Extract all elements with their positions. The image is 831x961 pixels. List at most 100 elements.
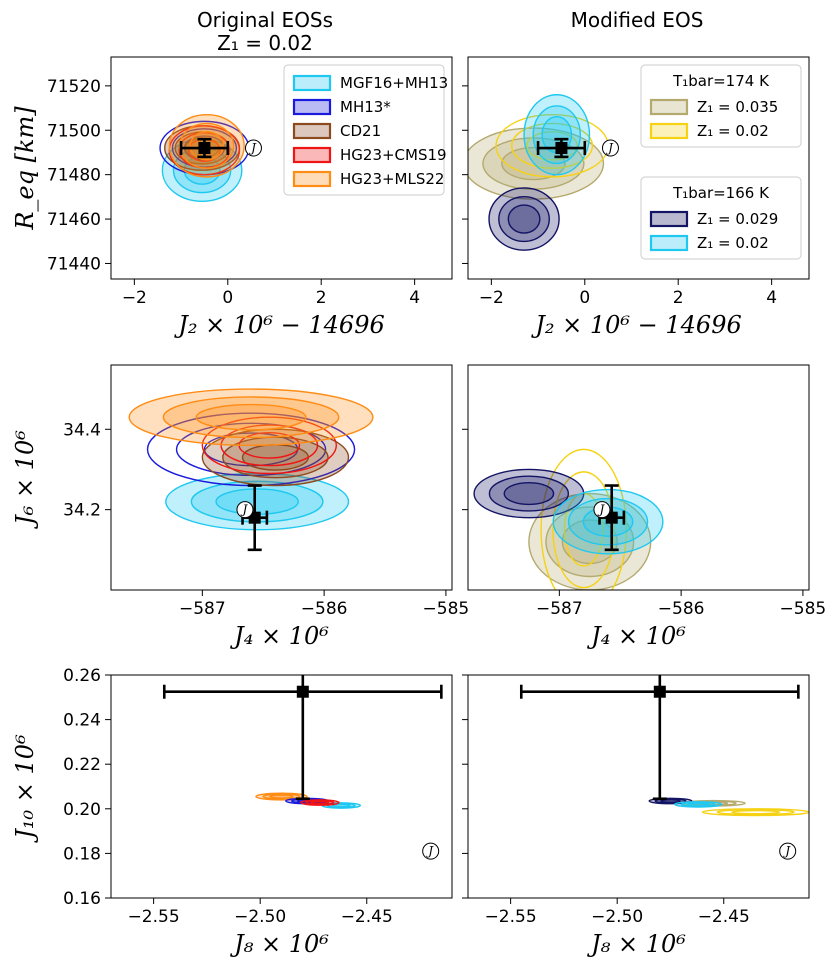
observation-point (162, 675, 443, 801)
jupiter-circle (422, 842, 440, 860)
contour-level (701, 808, 809, 817)
column-title-right: Modified EOS (571, 8, 704, 32)
series-contour (523, 94, 591, 176)
x-tick-label: 2 (316, 288, 327, 308)
series-contour (701, 808, 809, 817)
panel-middle-right: J −587 −586 −585 J₄ × 10⁶ (462, 364, 827, 650)
jupiter-symbol-icon: J (236, 501, 254, 519)
contour-level (507, 204, 541, 234)
legend-label: Z₁ = 0.035 (697, 98, 778, 116)
legend: MGF16+MH13 MH13* CD21 HG23+CMS19 HG23+MLS22 (283, 64, 448, 196)
legend-label: HG23+MLS22 (340, 170, 444, 188)
x-axis-label: J₄ × 10⁶ (229, 622, 329, 650)
legend-title: T₁bar=166 K (672, 184, 770, 202)
contour-level (162, 396, 340, 439)
x-tick-label: −587 (179, 599, 226, 619)
axes-frame (110, 364, 453, 591)
jupiter-label: J (240, 503, 249, 517)
column-subtitle-left: Z₁ = 0.02 (217, 31, 313, 55)
contour-level (269, 794, 294, 799)
jupiter-symbol-icon: J (601, 139, 619, 157)
x-tick-label: 2 (673, 288, 684, 308)
x-tick-label: −2.55 (485, 907, 537, 927)
jupiter-label: J (425, 844, 434, 858)
contour-level (220, 424, 319, 467)
contour-level (526, 131, 579, 161)
x-tick-label: −586 (658, 599, 705, 619)
y-tick-label: 71520 (47, 77, 101, 97)
legend-box (640, 64, 802, 148)
y-tick-label: 0.24 (63, 711, 101, 731)
contour-level (511, 122, 594, 169)
contour-level (331, 803, 351, 808)
x-tick-label: −585 (780, 599, 827, 619)
axes-frame (467, 364, 810, 591)
contour-level (716, 809, 795, 816)
legend-swatch (649, 122, 689, 140)
panel-top-right: J −2 0 2 4 J₂ × 10⁶ − 14696 T₁bar=174 K Z₁ = 0.… (462, 56, 810, 339)
axes-frame (467, 56, 810, 280)
series-contour (540, 448, 628, 590)
legend-label: Z₁ = 0.029 (697, 210, 778, 228)
column-title-left: Original EOSs (197, 8, 333, 32)
contour-layer: J (128, 388, 374, 552)
jupiter-label: J (248, 141, 257, 155)
x-tick-label: −587 (536, 599, 583, 619)
jupiter-symbol-icon: J (779, 842, 797, 860)
y-tick-label: 34.2 (63, 501, 101, 521)
contour-level (540, 448, 628, 590)
legend-swatch (292, 74, 332, 92)
observation-marker (296, 685, 309, 698)
panel-top-left: J −2 0 2 4 71440 71460 71480 71500 71520 J₂ × 10⁶ … (11, 56, 453, 339)
x-tick-label: −585 (423, 599, 470, 619)
panel-bottom-left: J −2.55 −2.50 −2.45 0.16 0.18 0.20 0.22 0.24 0.26… (11, 666, 453, 958)
y-tick-label: 71480 (47, 166, 101, 186)
legend-swatch (292, 146, 332, 164)
legend-label: HG23+CMS19 (340, 146, 447, 164)
x-axis-label: J₈ × 10⁶ (229, 930, 329, 958)
jupiter-symbol-icon: J (593, 501, 611, 519)
contour-level (195, 403, 307, 431)
contour-level (731, 809, 781, 815)
y-axis-label: R_eq [km] (11, 106, 39, 231)
series-contour (128, 388, 374, 447)
legend-label: MH13* (340, 98, 391, 116)
jupiter-circle (244, 139, 262, 157)
y-tick-label: 0.22 (63, 755, 101, 775)
y-tick-label: 0.26 (63, 666, 101, 686)
x-tick-label: −2.50 (234, 907, 286, 927)
contour-level (498, 195, 550, 243)
jupiter-label: J (597, 503, 606, 517)
observation-marker (198, 142, 211, 155)
legend-label: CD21 (340, 122, 381, 140)
series-contour (488, 187, 560, 251)
legend-swatch (292, 98, 332, 116)
series-contour (321, 802, 362, 809)
jupiter-circle (779, 842, 797, 860)
axes-frame (110, 56, 453, 280)
legend: T₁bar=174 K Z₁ = 0.035 Z₁ = 0.02 (640, 64, 802, 148)
contour-level (488, 475, 570, 512)
series-contour (674, 800, 723, 808)
y-tick-label: 71460 (47, 210, 101, 230)
legend-box (640, 176, 802, 260)
contour-level (686, 802, 710, 807)
x-tick-label: −586 (301, 599, 348, 619)
y-tick-label: 71500 (47, 121, 101, 141)
contour-layer: J (519, 675, 809, 860)
panel-bottom-right: J −2.55 −2.50 −2.45 J₈ × 10⁶ (462, 674, 810, 958)
series-contour (473, 468, 585, 519)
contour-level (310, 800, 330, 805)
x-tick-label: 0 (222, 288, 233, 308)
axes-frame (467, 674, 810, 899)
y-tick-label: 0.16 (63, 889, 101, 909)
observation-marker (555, 142, 568, 155)
contour-level (215, 488, 299, 515)
observation-point (536, 137, 587, 159)
contour-level (201, 416, 338, 475)
x-tick-label: −2.45 (341, 907, 393, 927)
jupiter-circle (593, 501, 611, 519)
contour-level (552, 471, 616, 589)
x-axis-label: J₄ × 10⁶ (586, 622, 686, 650)
x-axis-label: J₂ × 10⁶ − 14696 (530, 311, 741, 339)
